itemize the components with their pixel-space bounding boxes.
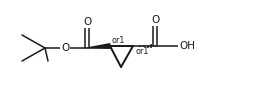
Text: OH: OH [179, 41, 195, 51]
Text: or1: or1 [135, 47, 148, 56]
Text: O: O [61, 43, 69, 53]
Text: or1: or1 [112, 36, 125, 45]
Text: O: O [83, 17, 91, 27]
Polygon shape [87, 44, 110, 48]
Text: O: O [151, 15, 159, 25]
